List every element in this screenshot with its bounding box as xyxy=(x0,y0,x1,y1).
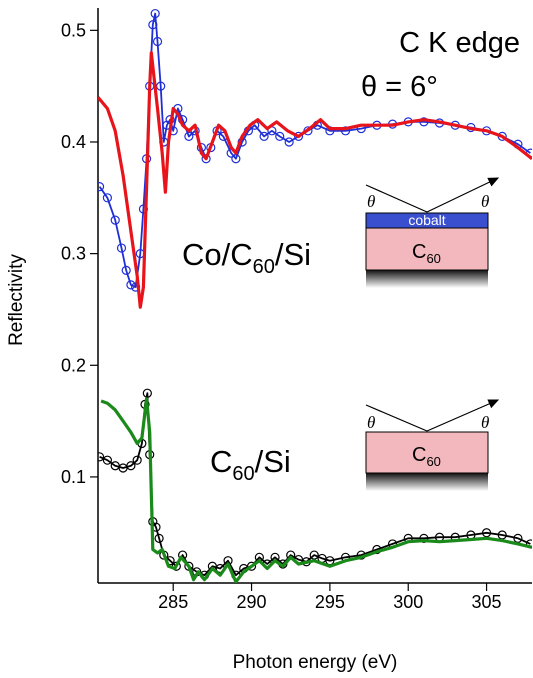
inset-label: cobalt xyxy=(408,212,445,228)
inset-cobalt: cobalt C60 θ θ xyxy=(365,177,500,288)
data-point xyxy=(126,280,136,290)
data-line xyxy=(100,397,532,583)
data-point xyxy=(152,36,163,47)
sample-label-part: C xyxy=(210,444,232,479)
data-point xyxy=(275,131,285,141)
data-point xyxy=(102,455,113,465)
annotation: C K edge xyxy=(399,27,520,59)
data-point xyxy=(293,131,304,141)
data-point xyxy=(231,154,241,164)
data-point xyxy=(132,455,142,465)
data-point xyxy=(156,81,166,91)
inset-label: 60 xyxy=(426,454,440,469)
y-tick-label: 0.2 xyxy=(61,355,86,375)
inset-label: C xyxy=(412,241,426,263)
series xyxy=(100,397,532,583)
data-point xyxy=(154,533,164,543)
x-tick-label: 300 xyxy=(393,592,423,612)
x-tick-label: 305 xyxy=(472,592,502,612)
data-point xyxy=(110,215,120,225)
y-tick-label: 0.1 xyxy=(61,467,86,487)
data-point xyxy=(419,533,429,543)
data-point xyxy=(150,8,160,19)
sample-label-part: Co/C xyxy=(182,237,253,272)
inset-label: θ xyxy=(367,413,375,432)
data-point xyxy=(102,193,113,203)
data-point xyxy=(121,265,131,275)
inset-label: C60 xyxy=(412,444,441,469)
c60-layer xyxy=(365,227,489,271)
annotation: θ = 6° xyxy=(361,71,438,103)
data-point xyxy=(98,452,105,462)
cobalt-layer xyxy=(365,212,489,229)
reflected-ray xyxy=(426,177,500,213)
inset-label: 60 xyxy=(426,251,440,266)
substrate xyxy=(366,473,488,491)
incident-ray xyxy=(365,404,428,432)
data-point xyxy=(148,20,158,30)
x-tick-label: 290 xyxy=(237,592,267,612)
plot-area: 0.1 0.2 0.3 0.4 0.5 285 290 295 300 305 xyxy=(61,8,532,612)
data-point xyxy=(98,182,105,192)
sample-label-part: /Si xyxy=(255,444,291,479)
data-point xyxy=(284,137,294,147)
data-point xyxy=(116,243,127,253)
data-line xyxy=(98,51,532,309)
inset-label: C60 xyxy=(412,241,441,266)
sample-label: Co/C60/Si xyxy=(182,237,311,278)
inset-label: θ xyxy=(367,192,375,211)
data-point xyxy=(419,117,429,127)
inset-label: C xyxy=(412,444,426,466)
c60-layer xyxy=(365,431,489,474)
reflected-ray xyxy=(426,399,500,432)
y-tick-label: 0.4 xyxy=(61,132,86,152)
incident-ray xyxy=(365,184,428,213)
y-tick-label: 0.3 xyxy=(61,244,86,264)
data-point xyxy=(259,131,269,141)
data-line xyxy=(99,392,531,577)
x-axis-label: Photon energy (eV) xyxy=(233,652,398,673)
x-tick-label: 295 xyxy=(315,592,345,612)
data-point xyxy=(246,561,257,571)
inset-label: θ xyxy=(481,192,489,211)
sample-label-part: 60 xyxy=(232,463,254,485)
series xyxy=(98,51,532,309)
inset-bare: C60 θ θ xyxy=(365,399,500,491)
sample-label: C60/Si xyxy=(210,444,291,485)
data-point xyxy=(126,461,136,471)
data-point xyxy=(309,550,319,560)
substrate xyxy=(366,270,488,288)
data-point xyxy=(142,388,152,398)
sample-label-part: 60 xyxy=(253,256,275,278)
data-point xyxy=(340,126,351,136)
y-axis-label: Reflectivity xyxy=(6,254,27,346)
x-tick-label: 285 xyxy=(158,592,188,612)
y-tick-label: 0.5 xyxy=(61,20,86,40)
sample-label-part: /Si xyxy=(275,237,311,272)
inset-label: θ xyxy=(481,413,489,432)
